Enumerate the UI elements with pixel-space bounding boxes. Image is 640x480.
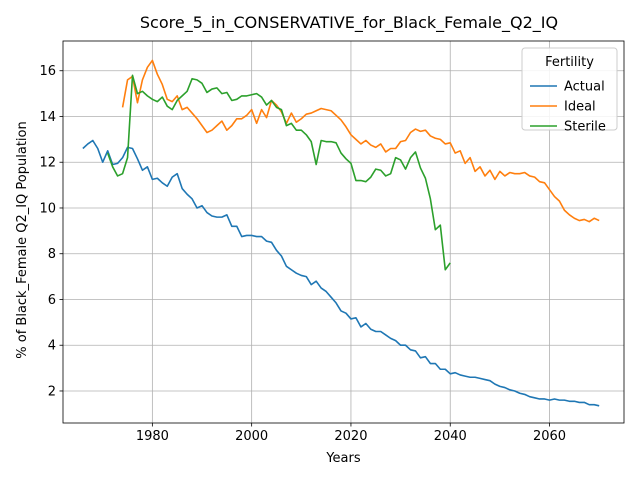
x-tick-label: 2060: [533, 429, 566, 444]
y-tick-label: 6: [48, 293, 56, 308]
legend-box: [521, 47, 618, 131]
chart-title: Score_5_in_CONSERVATIVE_for_Black_Female…: [140, 13, 558, 33]
x-tick-label: 2040: [434, 429, 467, 444]
legend: Fertility Actual Ideal Sterile: [521, 47, 618, 135]
x-tick-label: 2000: [235, 429, 268, 444]
axes: 1980 2000 2020 2040 2060 2 4 6 8 10 12 14 16: [39, 40, 625, 444]
y-tick-label: 8: [48, 247, 56, 262]
x-tick-label: 2020: [334, 429, 367, 444]
y-tick-label: 4: [48, 339, 56, 354]
legend-title: Fertility: [545, 55, 594, 70]
y-tick-label: 16: [39, 64, 56, 79]
series-line-actual: [82, 139, 600, 407]
legend-label-actual: Actual: [564, 80, 605, 95]
y-tick-label: 14: [39, 110, 56, 125]
legend-label-ideal: Ideal: [564, 100, 596, 115]
legend-label-sterile: Sterile: [564, 120, 606, 135]
x-tick-label: 1980: [136, 429, 169, 444]
series-line-sterile: [106, 74, 451, 271]
y-tick-label: 2: [48, 384, 56, 399]
y-tick-label: 10: [39, 201, 56, 216]
y-tick-label: 12: [39, 156, 56, 171]
plot-frame: [62, 40, 625, 424]
series-lines: [82, 59, 600, 407]
y-axis-label: % of Black_Female Q2_IQ Population: [15, 121, 30, 358]
series-line-ideal: [121, 59, 600, 223]
x-axis-label: Years: [325, 451, 361, 466]
